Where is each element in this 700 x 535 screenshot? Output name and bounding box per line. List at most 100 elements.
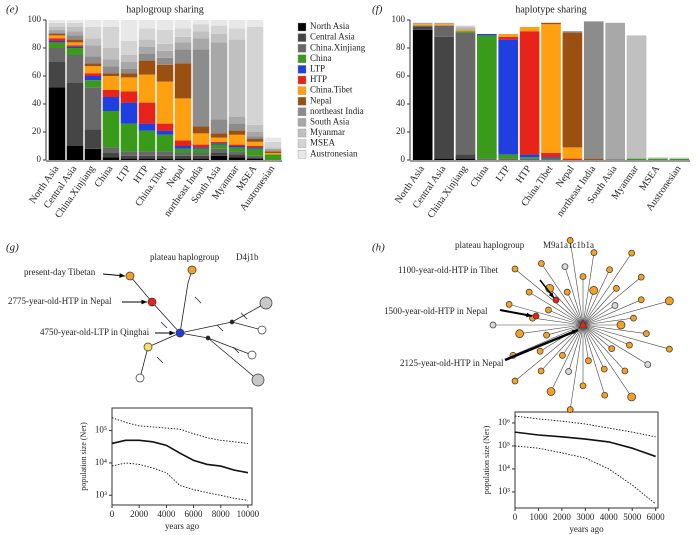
bar-segment — [246, 155, 264, 158]
population-line — [111, 439, 249, 474]
bar-segment — [541, 153, 561, 158]
bar-segment — [228, 123, 246, 131]
bar-segment — [66, 42, 84, 46]
network-edge — [564, 266, 584, 326]
y-tick-label: 10⁴ — [498, 463, 510, 473]
mutation-tick — [216, 324, 224, 332]
bar-segment — [102, 157, 120, 160]
bar-segment — [519, 154, 540, 158]
bar-segment — [412, 29, 433, 160]
network-edge — [582, 324, 605, 396]
mutation-tick — [160, 321, 168, 329]
population-line — [514, 431, 656, 458]
bar-segment — [246, 146, 264, 148]
bar-segment — [102, 73, 120, 76]
bar-segment — [66, 27, 84, 32]
bar-segment — [48, 42, 66, 48]
bar-segment — [120, 123, 138, 152]
network-edge — [550, 324, 584, 392]
bar-segment — [48, 34, 66, 36]
bar-segment — [434, 158, 454, 160]
bar-segment — [84, 87, 102, 130]
bar-segment — [210, 148, 228, 153]
legend-swatch — [297, 33, 307, 42]
bar-segment — [48, 35, 66, 39]
network-node — [536, 347, 544, 355]
legend-swatch — [297, 96, 307, 106]
bar-segment — [264, 137, 282, 142]
network-node — [589, 286, 599, 295]
network-node — [637, 273, 645, 281]
network-node — [229, 319, 235, 325]
y-axis-label: population size (Neτ) — [482, 425, 491, 494]
x-tick-label: HTP — [514, 163, 534, 185]
network-edge — [179, 321, 233, 334]
y-axis-label: population size (Neτ) — [79, 422, 88, 491]
bar-segment — [541, 22, 561, 25]
panel-label: (e) — [6, 4, 19, 16]
bar-segment — [228, 147, 246, 152]
bar-segment — [120, 77, 138, 92]
bar-segment — [246, 139, 264, 142]
network-edge — [582, 305, 616, 326]
panel-label: (h) — [372, 242, 385, 254]
mutation-tick — [232, 346, 240, 354]
network-node — [205, 335, 211, 341]
bar-segment — [210, 144, 228, 149]
bar-segment — [174, 36, 192, 43]
legend-swatch — [297, 107, 307, 117]
network-edge — [129, 275, 153, 303]
bar-segment — [412, 22, 433, 25]
bar-segment — [562, 158, 583, 160]
legend-label: North Asia — [310, 21, 349, 31]
bar-segment — [84, 38, 102, 46]
network-node — [579, 273, 587, 280]
bar-segment — [120, 151, 138, 156]
bar-segment — [48, 27, 66, 30]
legend-label: northeast India — [310, 106, 364, 116]
network-edge — [207, 337, 253, 356]
network-node — [644, 361, 652, 368]
network-title: plateau haplogroup — [455, 240, 525, 250]
bar-segment — [519, 27, 540, 32]
y-tick-label: 10⁵ — [498, 440, 510, 450]
bar-segment — [434, 36, 454, 159]
x-tick-label: 5000 — [623, 512, 642, 522]
legend-label: China — [310, 53, 332, 63]
legend-swatch — [297, 22, 307, 32]
bar-segment — [228, 20, 246, 29]
bar-segment — [156, 151, 174, 156]
bar-segment — [138, 102, 156, 124]
bar-segment — [48, 22, 66, 27]
bar-segment — [455, 27, 476, 29]
bar-segment — [246, 27, 264, 125]
network-node — [257, 325, 267, 335]
x-tick-label: LTP — [115, 163, 134, 183]
network-edge — [582, 300, 670, 326]
arrow-head — [169, 330, 175, 336]
bar-segment — [210, 133, 228, 138]
network-edge — [566, 292, 584, 326]
bar-segment — [210, 155, 228, 160]
network-node — [515, 329, 525, 339]
network-node — [175, 328, 185, 338]
y-tick-label: 20 — [32, 126, 42, 136]
bar-segment — [519, 157, 540, 159]
network-node — [621, 367, 629, 375]
bar-segment — [102, 153, 120, 158]
bar-segment — [477, 34, 497, 36]
bar-segment — [138, 53, 156, 61]
bar-segment — [48, 62, 66, 88]
bar-segment — [120, 102, 138, 124]
network-node — [608, 345, 616, 352]
bar-segment — [84, 148, 102, 160]
y-tick-label: 10⁴ — [95, 457, 107, 467]
legend-label: Nepal — [310, 95, 332, 105]
bar-segment — [264, 153, 282, 155]
bar-segment — [102, 97, 120, 111]
network-node — [590, 249, 598, 256]
bar-segment — [210, 25, 228, 34]
network-edge — [582, 252, 595, 326]
bar-segment — [246, 136, 264, 139]
y-tick-label: 10⁶ — [498, 417, 510, 427]
